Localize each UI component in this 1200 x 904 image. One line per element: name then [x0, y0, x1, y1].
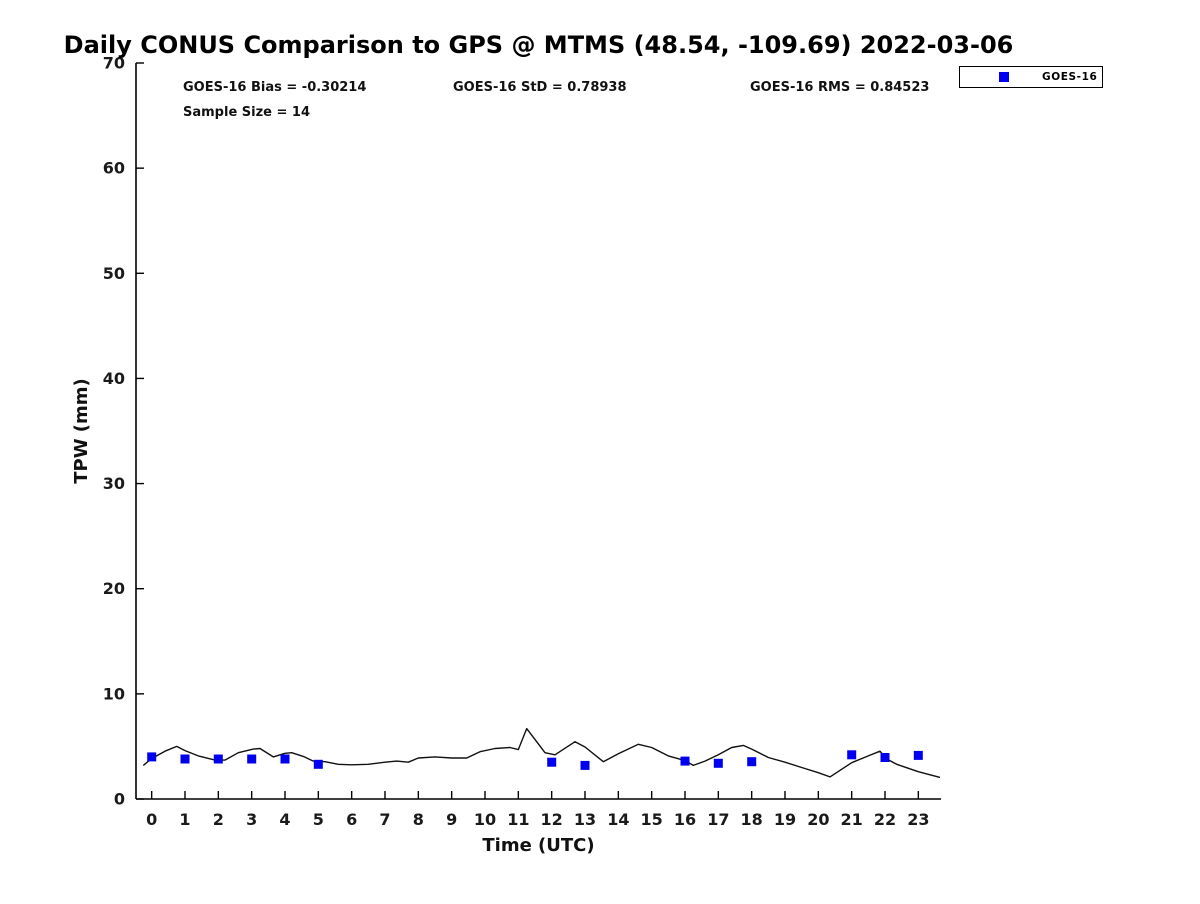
x-tick-label: 8 [413, 810, 424, 829]
goes16-data-point [147, 752, 157, 762]
x-tick-label: 16 [674, 810, 696, 829]
y-axis: 0 10 20 30 40 50 60 70 [103, 54, 144, 809]
goes16-data-point [247, 754, 257, 764]
x-tick-label: 17 [707, 810, 729, 829]
goes16-data-point [180, 754, 190, 764]
x-tick-label: 3 [246, 810, 257, 829]
y-tick-label: 0 [114, 790, 125, 809]
legend-label-goes16: GOES-16 [1042, 71, 1098, 83]
x-axis-label: Time (UTC) [482, 835, 594, 856]
chart-title: Daily CONUS Comparison to GPS @ MTMS (48… [63, 31, 1014, 59]
goes16-data-point [680, 756, 690, 766]
x-tick-label: 7 [379, 810, 390, 829]
x-tick-label: 1 [179, 810, 190, 829]
x-tick-label: 20 [807, 810, 829, 829]
gps-line [142, 727, 941, 779]
x-tick-label: 13 [574, 810, 596, 829]
x-tick-label: 18 [741, 810, 763, 829]
legend-square-marker-icon [999, 72, 1009, 82]
x-tick-label: 5 [313, 810, 324, 829]
goes16-data-point [847, 750, 857, 760]
annotation-sample-size: Sample Size = 14 [183, 105, 311, 120]
goes16-data-point [913, 750, 923, 760]
goes16-data-point [713, 758, 723, 768]
y-tick-label: 50 [103, 264, 125, 283]
annotation-rms: GOES-16 RMS = 0.84523 [750, 80, 930, 95]
x-tick-label: 14 [607, 810, 629, 829]
goes16-data-point [313, 759, 323, 769]
goes16-data-point [880, 753, 890, 762]
y-axis-label: TPW (mm) [71, 378, 92, 484]
axes-spines [135, 63, 941, 800]
x-axis: 0 1 2 3 4 5 6 7 8 9 10 11 12 13 14 15 16 17 18 19 20 21 22 23 [146, 791, 929, 829]
x-tick-label: 22 [874, 810, 896, 829]
y-tick-label: 20 [103, 579, 125, 598]
x-tick-label: 2 [213, 810, 224, 829]
goes16-data-point [747, 757, 757, 767]
y-tick-label: 40 [103, 369, 125, 388]
annotation-bias: GOES-16 Bias = -0.30214 [183, 80, 367, 95]
x-tick-label: 11 [507, 810, 529, 829]
x-tick-label: 15 [641, 810, 663, 829]
goes16-markers [147, 750, 923, 770]
y-tick-label: 60 [103, 159, 125, 178]
y-tick-label: 70 [103, 54, 125, 73]
x-tick-label: 12 [541, 810, 563, 829]
x-tick-label: 10 [474, 810, 496, 829]
y-tick-label: 10 [103, 684, 125, 703]
goes16-data-point [280, 754, 290, 764]
x-tick-label: 4 [279, 810, 290, 829]
goes16-data-point [213, 754, 223, 764]
x-tick-label: 23 [907, 810, 929, 829]
goes16-data-point [547, 757, 557, 767]
x-tick-label: 9 [446, 810, 457, 829]
x-tick-label: 21 [841, 810, 863, 829]
x-tick-label: 19 [774, 810, 796, 829]
goes16-data-point [580, 760, 590, 770]
x-tick-label: 6 [346, 810, 357, 829]
annotation-std: GOES-16 StD = 0.78938 [453, 80, 627, 95]
legend: GOES-16 [959, 66, 1103, 88]
y-tick-label: 30 [103, 474, 125, 493]
x-tick-label: 0 [146, 810, 157, 829]
